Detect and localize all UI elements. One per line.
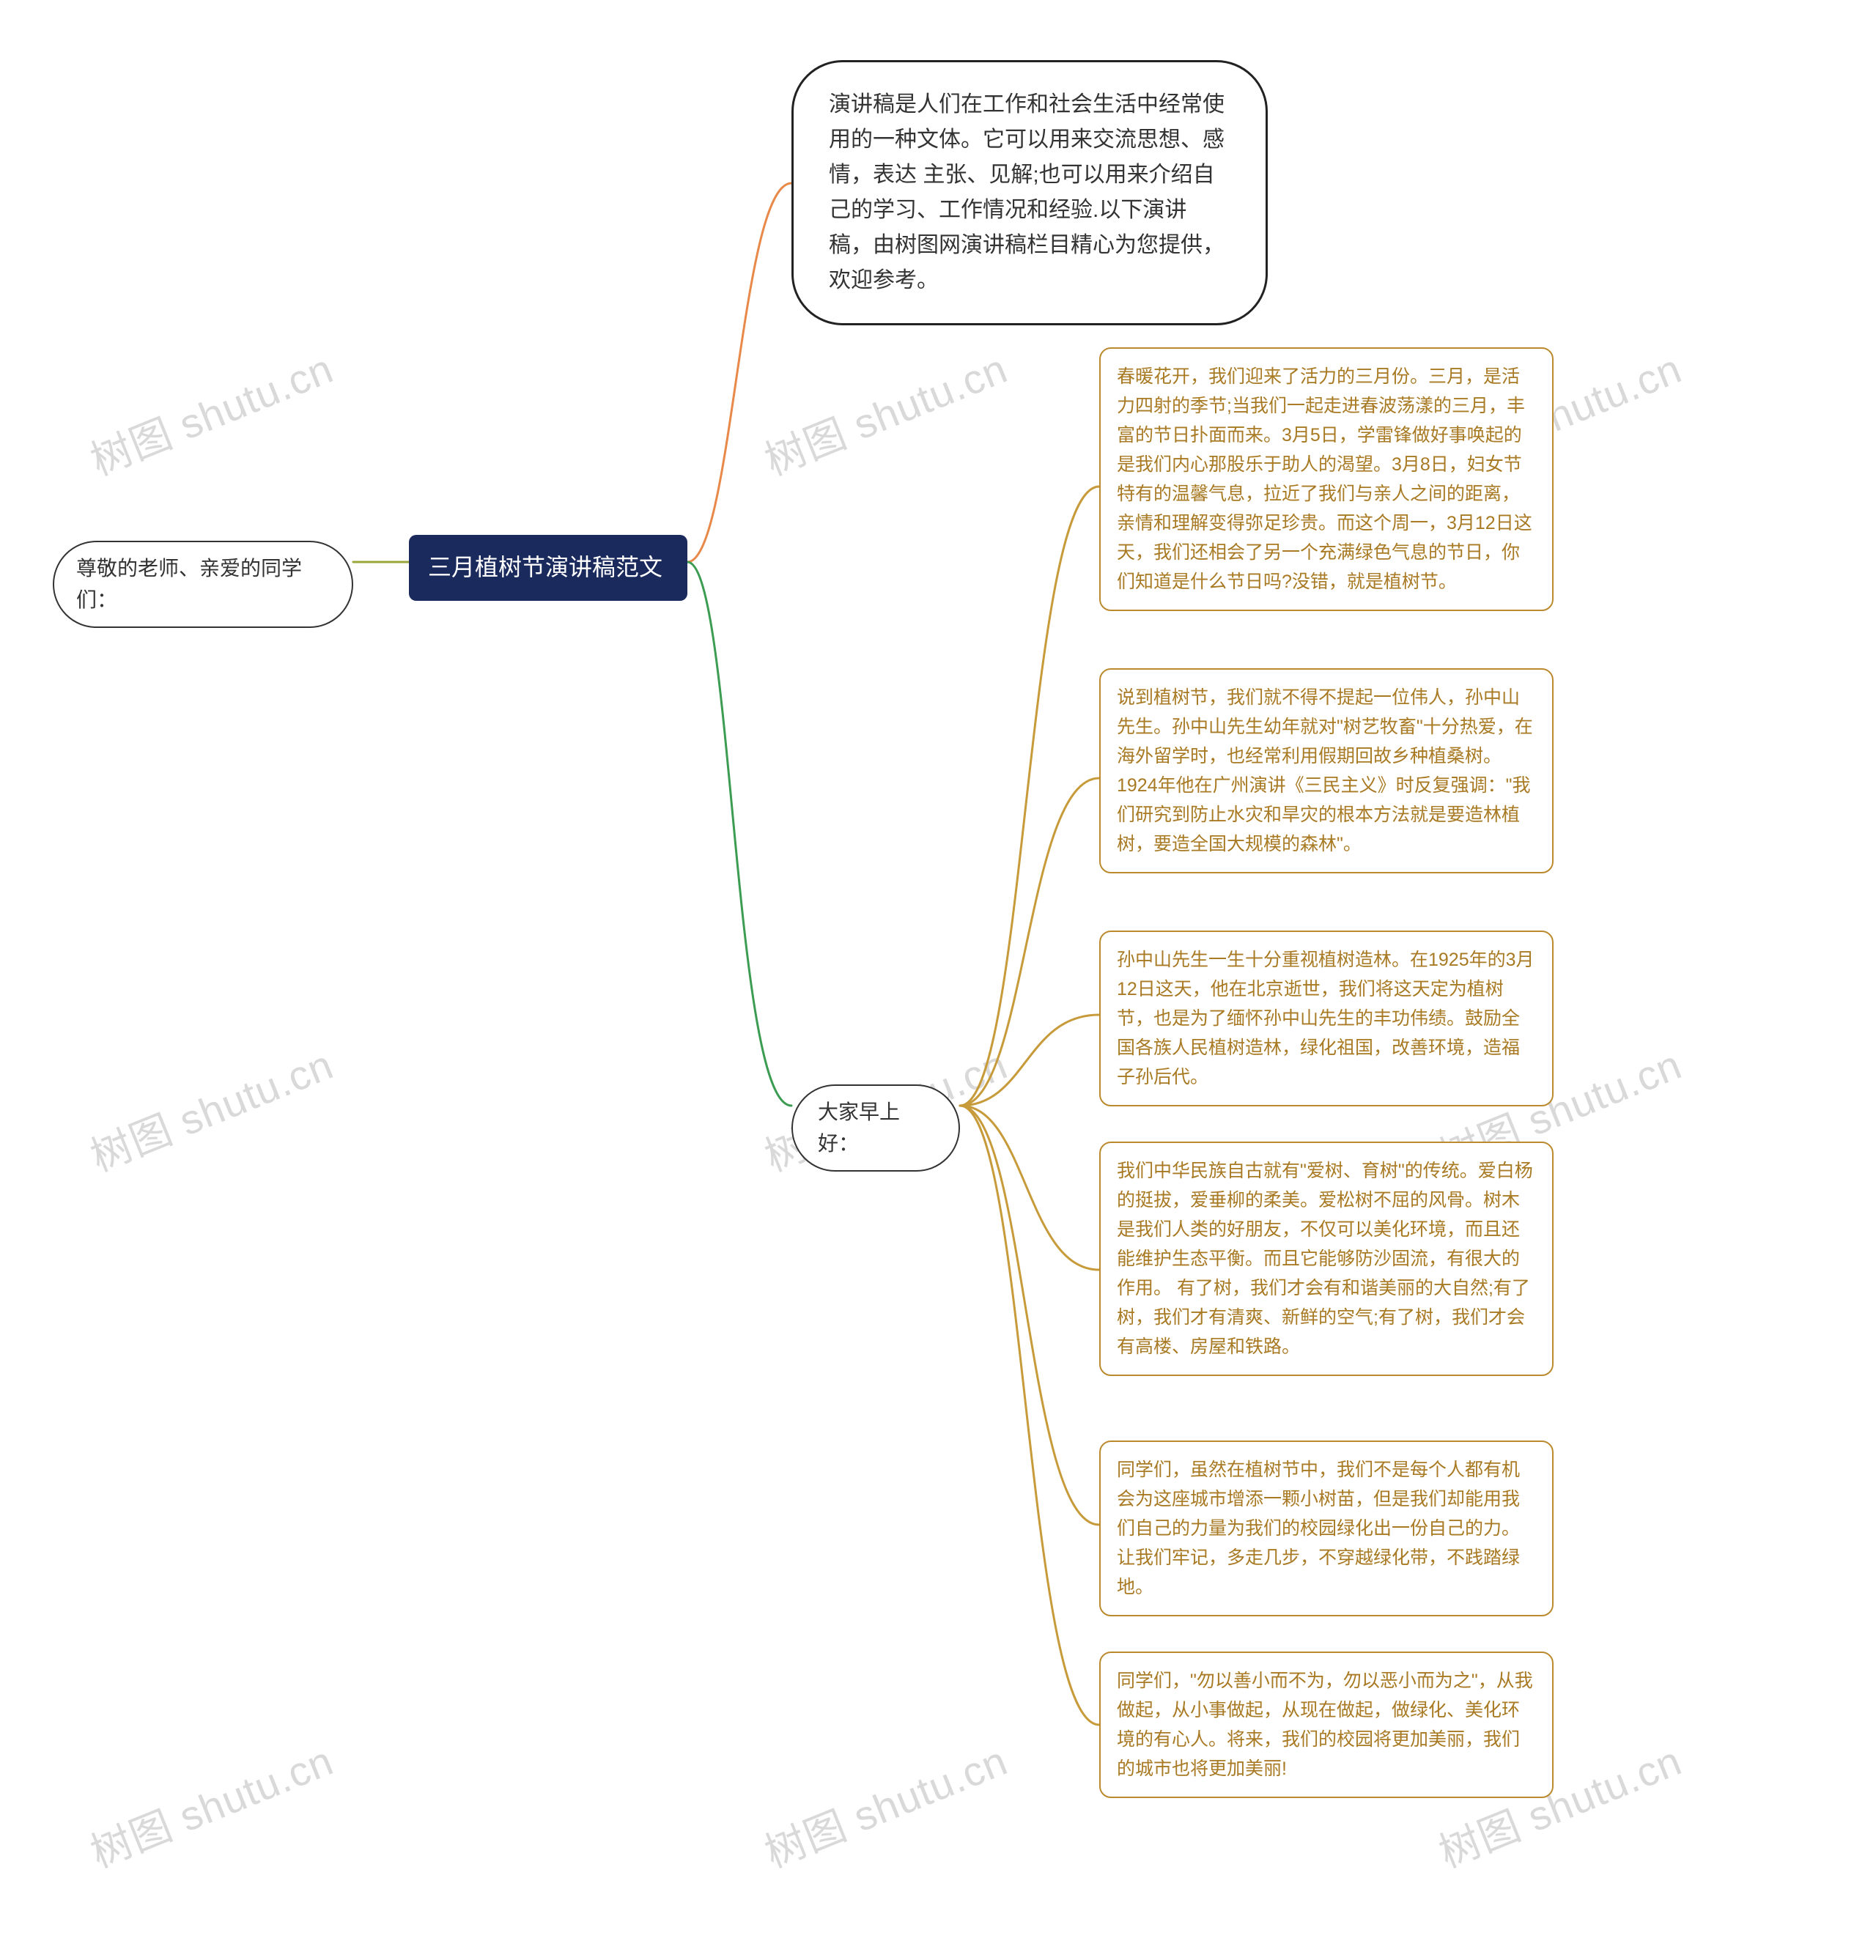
leaf-node[interactable]: 同学们，"勿以善小而不为，勿以恶小而为之"，从我做起，从小事做起，从现在做起，做… [1099,1652,1554,1798]
root-label: 三月植树节演讲稿范文 [428,554,662,580]
leaf-text: 孙中山先生一生十分重视植树造林。在1925年的3月12日这天，他在北京逝世，我们… [1117,950,1535,1087]
connector [960,1106,1099,1525]
connector [960,1106,1099,1270]
branch-audience[interactable]: 尊敬的老师、亲爱的同学们： [53,541,353,628]
connector [960,1106,1099,1725]
connector [960,487,1099,1106]
connector [960,1015,1099,1106]
watermark: 树图 shutu.cn [755,336,1015,487]
connector [960,778,1099,1106]
leaf-text: 春暖花开，我们迎来了活力的三月份。三月，是活力四射的季节;当我们一起走进春波荡漾… [1117,366,1532,592]
leaf-text: 同学们，"勿以善小而不为，勿以恶小而为之"，从我做起，从小事做起，从现在做起，做… [1117,1671,1533,1779]
watermark: 树图 shutu.cn [81,336,341,487]
leaf-node[interactable]: 说到植树节，我们就不得不提起一位伟人，孙中山先生。孙中山先生幼年就对"树艺牧畜"… [1099,668,1554,873]
branch-greeting-label: 大家早上好： [818,1101,900,1155]
branch-audience-label: 尊敬的老师、亲爱的同学们： [76,557,302,611]
watermark: 树图 shutu.cn [81,1032,341,1183]
leaf-node[interactable]: 孙中山先生一生十分重视植树造林。在1925年的3月12日这天，他在北京逝世，我们… [1099,931,1554,1106]
leaf-node[interactable]: 春暖花开，我们迎来了活力的三月份。三月，是活力四射的季节;当我们一起走进春波荡漾… [1099,347,1554,611]
leaf-node[interactable]: 我们中华民族自古就有"爱树、育树"的传统。爱白杨的挺拔，爱垂柳的柔美。爱松树不屈… [1099,1142,1554,1376]
connector [687,183,791,562]
branch-intro[interactable]: 演讲稿是人们在工作和社会生活中经常使用的一种文体。它可以用来交流思想、感情，表达… [791,60,1268,325]
branch-greeting[interactable]: 大家早上好： [791,1084,960,1172]
leaf-node[interactable]: 同学们，虽然在植树节中，我们不是每个人都有机会为这座城市增添一颗小树苗，但是我们… [1099,1441,1554,1616]
watermark: 树图 shutu.cn [81,1728,341,1879]
connector [687,562,791,1106]
mindmap-root[interactable]: 三月植树节演讲稿范文 [409,535,687,601]
leaf-text: 我们中华民族自古就有"爱树、育树"的传统。爱白杨的挺拔，爱垂柳的柔美。爱松树不屈… [1117,1161,1533,1357]
watermark: 树图 shutu.cn [755,1728,1015,1879]
branch-intro-text: 演讲稿是人们在工作和社会生活中经常使用的一种文体。它可以用来交流思想、感情，表达… [829,92,1225,292]
leaf-text: 说到植树节，我们就不得不提起一位伟人，孙中山先生。孙中山先生幼年就对"树艺牧畜"… [1117,687,1533,854]
leaf-text: 同学们，虽然在植树节中，我们不是每个人都有机会为这座城市增添一颗小树苗，但是我们… [1117,1460,1520,1597]
